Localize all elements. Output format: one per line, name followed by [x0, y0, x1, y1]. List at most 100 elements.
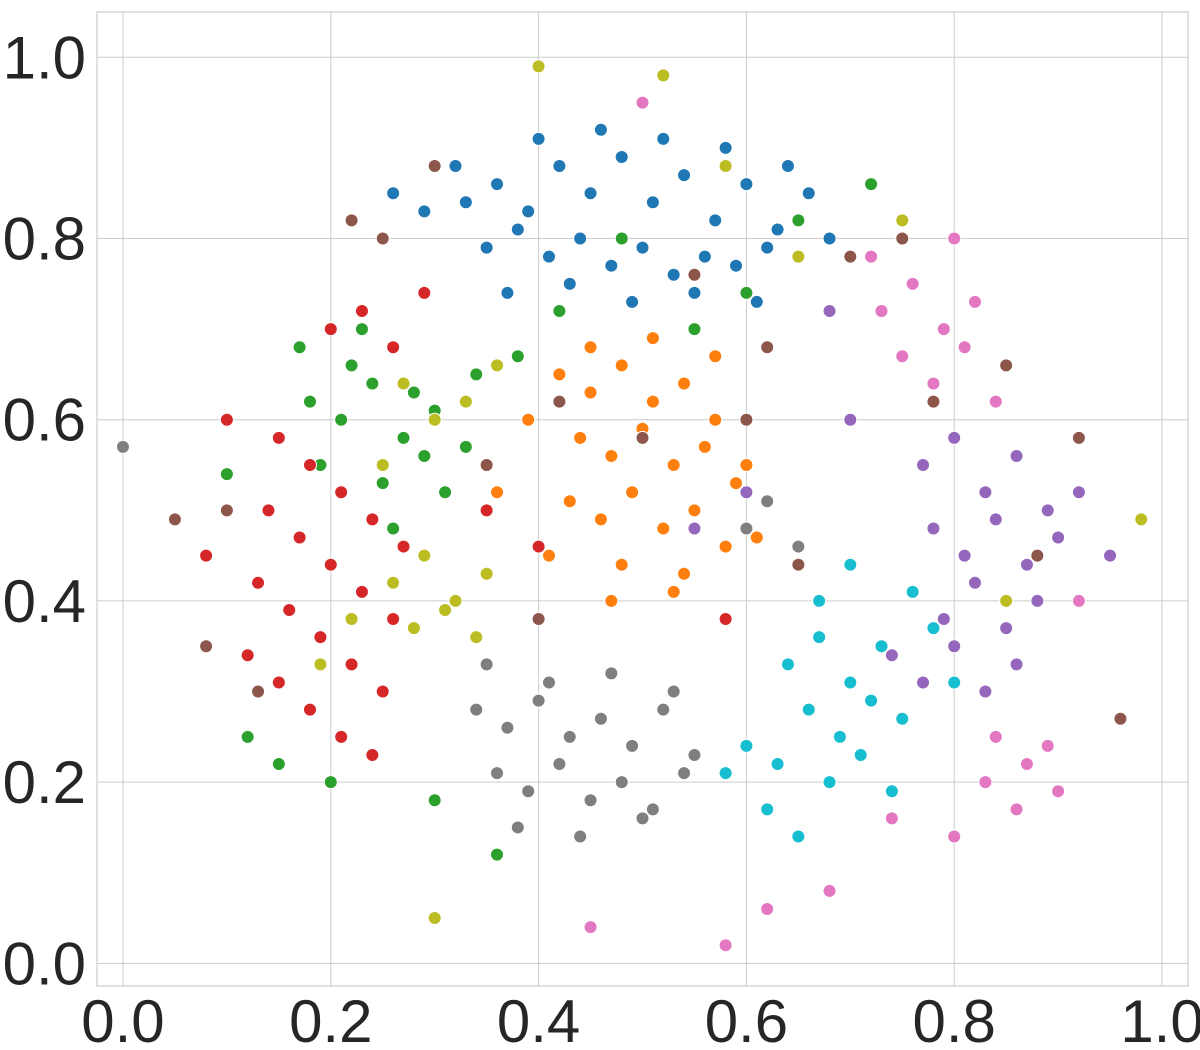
scatter-point [344, 358, 359, 373]
scatter-point [583, 793, 598, 808]
scatter-point [905, 276, 920, 291]
scatter-point [375, 684, 390, 699]
scatter-point [427, 159, 442, 174]
scatter-point [334, 412, 349, 427]
scatter-point [438, 485, 453, 500]
scatter-point [926, 376, 941, 391]
scatter-point [843, 412, 858, 427]
scatter-point [427, 412, 442, 427]
scatter-point [448, 593, 463, 608]
scatter-point [666, 458, 681, 473]
scatter-point [812, 593, 827, 608]
scatter-point [1113, 711, 1128, 726]
scatter-point [604, 593, 619, 608]
scatter-point [1030, 548, 1045, 563]
scatter-point [967, 575, 982, 590]
scatter-point [573, 829, 588, 844]
scatter-point [687, 322, 702, 337]
scatter-point [739, 412, 754, 427]
scatter-point [770, 757, 785, 772]
scatter-point [801, 186, 816, 201]
scatter-point [614, 775, 629, 790]
scatter-point [645, 802, 660, 817]
scatter-point [199, 548, 214, 563]
scatter-point [593, 711, 608, 726]
scatter-point [822, 775, 837, 790]
scatter-point [614, 557, 629, 572]
scatter-point [354, 584, 369, 599]
y-tick-label: 0.6 [3, 387, 86, 454]
scatter-point [552, 367, 567, 382]
scatter-point [458, 394, 473, 409]
scatter-point [625, 738, 640, 753]
scatter-point [593, 512, 608, 527]
scatter-point [469, 702, 484, 717]
scatter-point [884, 784, 899, 799]
scatter-point [323, 322, 338, 337]
scatter-point [656, 521, 671, 536]
scatter-point [666, 267, 681, 282]
scatter-point [604, 258, 619, 273]
scatter-point [884, 811, 899, 826]
scatter-point [458, 439, 473, 454]
scatter-point [552, 159, 567, 174]
scatter-point [687, 747, 702, 762]
scatter-point [334, 485, 349, 500]
scatter-point [708, 349, 723, 364]
scatter-point [583, 340, 598, 355]
scatter-point [469, 630, 484, 645]
x-tick-label: 1.0 [1120, 988, 1200, 1050]
scatter-point [521, 784, 536, 799]
scatter-point [729, 258, 744, 273]
scatter-point [541, 675, 556, 690]
scatter-point [521, 204, 536, 219]
scatter-point [832, 729, 847, 744]
scatter-point [271, 675, 286, 690]
scatter-point [490, 358, 505, 373]
scatter-point [999, 358, 1014, 373]
scatter-point [895, 711, 910, 726]
scatter-point [417, 285, 432, 300]
scatter-point [635, 95, 650, 110]
scatter-point [718, 140, 733, 155]
x-tick-label: 0.6 [705, 988, 788, 1050]
scatter-point [1134, 512, 1149, 527]
scatter-point [718, 766, 733, 781]
scatter-point [354, 322, 369, 337]
gridlines [97, 12, 1188, 986]
y-axis-tick-labels: 0.0 0.2 0.4 0.6 0.8 1.0 [3, 24, 86, 997]
scatter-point [999, 621, 1014, 636]
scatter-point [427, 911, 442, 926]
scatter-point [936, 612, 951, 627]
scatter-point [562, 276, 577, 291]
scatter-point [905, 584, 920, 599]
scatter-point [729, 476, 744, 491]
scatter-point [562, 729, 577, 744]
scatter-point [552, 394, 567, 409]
scatter-point [687, 285, 702, 300]
series-group [718, 557, 962, 844]
scatter-point [396, 430, 411, 445]
scatter-point [874, 639, 889, 654]
scatter-point [1009, 657, 1024, 672]
scatter-point [614, 231, 629, 246]
scatter-point [739, 738, 754, 753]
scatter-point [593, 122, 608, 137]
scatter-point [677, 376, 692, 391]
scatter-point [604, 666, 619, 681]
scatter-point [625, 294, 640, 309]
scatter-point [978, 485, 993, 500]
scatter-point [583, 385, 598, 400]
series-group [490, 331, 764, 608]
scatter-point [438, 602, 453, 617]
series-group [199, 285, 733, 762]
scatter-point [282, 602, 297, 617]
scatter-point [251, 684, 266, 699]
scatter-point [947, 829, 962, 844]
scatter-point [386, 575, 401, 590]
scatter-point [531, 59, 546, 74]
scatter-point [479, 240, 494, 255]
scatter-point [916, 458, 931, 473]
scatter-point [677, 766, 692, 781]
scatter-point [864, 177, 879, 192]
